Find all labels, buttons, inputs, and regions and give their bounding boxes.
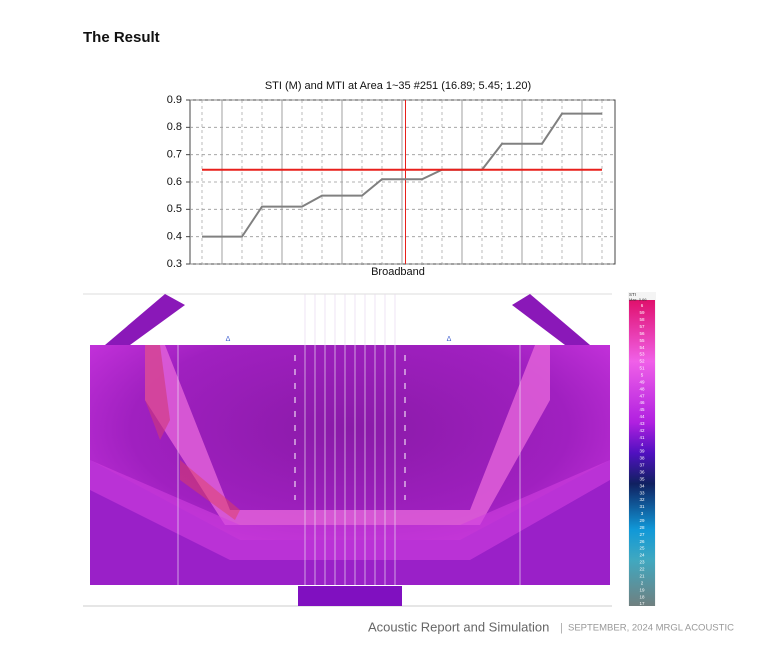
scale-label: 25 bbox=[639, 546, 645, 551]
scale-label: 27 bbox=[639, 532, 645, 537]
scale-label: 37 bbox=[639, 463, 645, 468]
y-tick-label: 0.6 bbox=[167, 176, 182, 188]
footer-separator: | bbox=[560, 622, 563, 634]
scale-label: 19 bbox=[639, 587, 645, 592]
scale-label: 58 bbox=[639, 317, 645, 322]
svg-text:Δ: Δ bbox=[447, 336, 452, 343]
scale-label: 55 bbox=[639, 338, 645, 343]
y-tick-label: 0.7 bbox=[167, 149, 182, 161]
scale-label: 45 bbox=[639, 407, 645, 412]
scale-label: 22 bbox=[639, 567, 645, 572]
scale-label: 21 bbox=[639, 573, 645, 578]
heatmap: Δ Δ bbox=[83, 293, 612, 607]
scale-label: 23 bbox=[639, 560, 645, 565]
scale-label: 39 bbox=[639, 449, 645, 454]
scale-label: 36 bbox=[639, 470, 645, 475]
footer-subtitle: SEPTEMBER, 2024 MRGL ACOUSTIC bbox=[568, 623, 734, 634]
y-tick-label: 0.9 bbox=[167, 94, 182, 106]
scale-label: 44 bbox=[639, 414, 645, 419]
scale-label: 52 bbox=[639, 359, 645, 364]
scale-label: 35 bbox=[639, 476, 645, 481]
y-tick-label: 0.3 bbox=[167, 258, 182, 270]
scale-label: 57 bbox=[639, 324, 645, 329]
series-line bbox=[202, 112, 602, 238]
section-title: The Result bbox=[83, 29, 160, 46]
chart-title: STI (M) and MTI at Area 1~35 #251 (16.89… bbox=[265, 80, 531, 92]
scale-label: 6 bbox=[641, 303, 644, 308]
scale-label: 47 bbox=[639, 393, 645, 398]
scale-max: Max: 0.66 bbox=[629, 297, 647, 302]
scale-label: 49 bbox=[639, 379, 645, 384]
y-tick-label: 0.4 bbox=[167, 231, 182, 243]
scale-label: 31 bbox=[639, 504, 645, 509]
scale-label: 54 bbox=[639, 345, 645, 350]
footer-title: Acoustic Report and Simulation bbox=[368, 619, 549, 634]
scale-label: 38 bbox=[639, 456, 645, 461]
scale-label: 59 bbox=[639, 310, 645, 315]
chart: 0.3 0.4 0.5 0.6 0.7 0.8 0.9 bbox=[167, 94, 616, 270]
scale-label: 51 bbox=[639, 366, 645, 371]
y-tick-label: 0.8 bbox=[167, 121, 182, 133]
scale-label: 18 bbox=[639, 594, 645, 599]
scale-label: 4 bbox=[641, 442, 644, 447]
scale-label: 46 bbox=[639, 400, 645, 405]
scale-label: 17 bbox=[639, 601, 645, 606]
scale-label: 3 bbox=[641, 511, 644, 516]
scale-title: STI bbox=[629, 292, 636, 297]
scale-label: 43 bbox=[639, 421, 645, 426]
scale-label: 33 bbox=[639, 490, 645, 495]
scale-label: 53 bbox=[639, 352, 645, 357]
y-tick-label: 0.5 bbox=[167, 203, 182, 215]
scale-label: 56 bbox=[639, 331, 645, 336]
scale-label: 26 bbox=[639, 539, 645, 544]
scale-label: 34 bbox=[639, 483, 645, 488]
scale-label: 41 bbox=[639, 435, 645, 440]
color-scale: 6595857565554535251549484746454443424143… bbox=[639, 303, 645, 606]
scale-label: 29 bbox=[639, 518, 645, 523]
x-axis-label: Broadband bbox=[371, 266, 425, 278]
scale-label: 48 bbox=[639, 386, 645, 391]
scale-label: 2 bbox=[641, 580, 644, 585]
scale-label: 24 bbox=[639, 553, 645, 558]
svg-text:Δ: Δ bbox=[226, 336, 231, 343]
scale-label: 5 bbox=[641, 372, 644, 377]
scale-label: 42 bbox=[639, 428, 645, 433]
scale-label: 28 bbox=[639, 525, 645, 530]
scale-label: 32 bbox=[639, 497, 645, 502]
